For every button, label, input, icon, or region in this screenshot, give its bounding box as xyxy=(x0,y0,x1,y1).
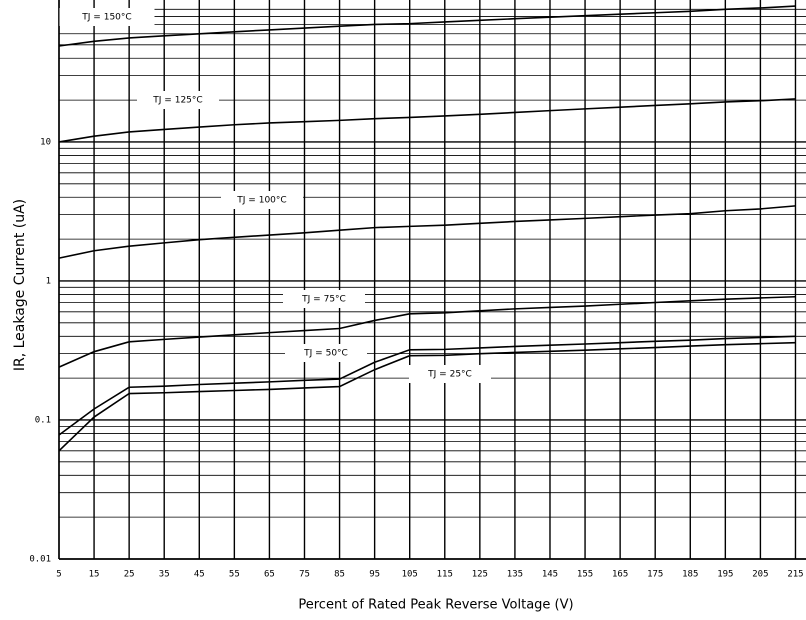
x-tick-label: 95 xyxy=(369,570,380,580)
x-tick-label: 65 xyxy=(264,570,275,580)
x-tick-label: 45 xyxy=(194,570,205,580)
x-tick-label: 205 xyxy=(752,570,768,580)
y-tick-label: 0.1 xyxy=(35,415,51,425)
x-tick-label: 25 xyxy=(124,570,135,580)
series-label: TJ = 125°C xyxy=(152,96,202,106)
y-tick-label: 0.01 xyxy=(29,555,51,565)
series-line xyxy=(58,341,796,452)
x-tick-label: 135 xyxy=(507,570,523,580)
x-tick-label: 195 xyxy=(717,570,733,580)
series-line xyxy=(58,295,796,368)
legend-box xyxy=(137,91,219,109)
series-label: TJ = 75°C xyxy=(301,295,346,305)
series-line xyxy=(58,205,796,259)
legend-box xyxy=(285,344,367,362)
x-tick-label: 55 xyxy=(229,570,240,580)
series-line xyxy=(58,5,796,47)
legend-box xyxy=(409,365,491,383)
x-tick-label: 85 xyxy=(334,570,345,580)
x-tick-label: 125 xyxy=(472,570,488,580)
series-label: TJ = 100°C xyxy=(236,196,286,206)
y-axis-label: IR, Leakage Current (uA) xyxy=(12,199,28,371)
x-tick-label: 5 xyxy=(56,570,61,580)
series-label: TJ = 25°C xyxy=(427,370,472,380)
x-tick-label: 145 xyxy=(542,570,558,580)
y-tick-label: 10 xyxy=(40,137,51,147)
series-line xyxy=(58,335,796,436)
series-label: TJ = 50°C xyxy=(303,349,348,359)
legend-box xyxy=(59,8,155,26)
x-tick-label: 105 xyxy=(402,570,418,580)
legend-box xyxy=(283,290,365,308)
y-tick-label: 1 xyxy=(46,276,51,286)
x-tick-label: 15 xyxy=(89,570,100,580)
series-line xyxy=(58,98,796,143)
x-axis-label: Percent of Rated Peak Reverse Voltage (V… xyxy=(298,598,573,613)
x-tick-label: 75 xyxy=(299,570,310,580)
x-tick-label: 185 xyxy=(682,570,698,580)
legend-box xyxy=(221,191,303,209)
x-tick-label: 115 xyxy=(437,570,453,580)
x-tick-label: 175 xyxy=(647,570,663,580)
series-label: TJ = 150°C xyxy=(81,13,131,23)
x-tick-label: 165 xyxy=(612,570,628,580)
x-tick-label: 35 xyxy=(159,570,170,580)
x-tick-label: 215 xyxy=(787,570,803,580)
x-tick-label: 155 xyxy=(577,570,593,580)
